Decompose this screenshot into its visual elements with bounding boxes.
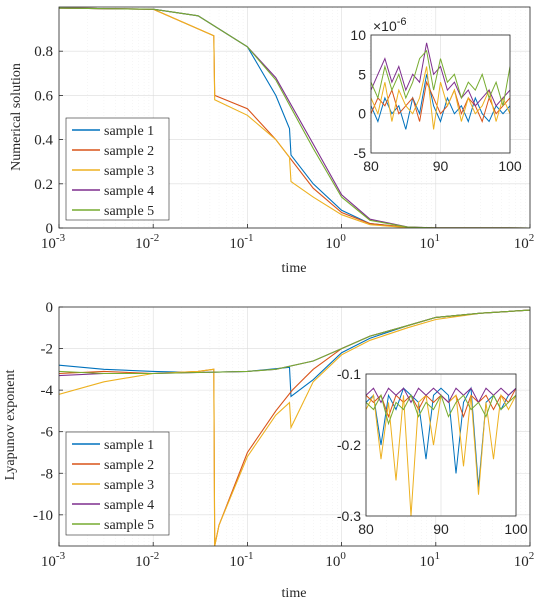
inset-y-multiplier: ×10-6 xyxy=(373,16,407,34)
inset-series-line-1 xyxy=(366,386,516,488)
x-tick-label: 100 xyxy=(325,232,346,252)
lyapunov-exponent-y-label: Lyapunov exponent xyxy=(3,369,18,480)
inset-series-line-2 xyxy=(371,80,510,123)
inset-y-tick-label: -5 xyxy=(354,145,367,161)
inset-y-tick-label: -0.1 xyxy=(337,366,361,382)
y-tick-label: -2 xyxy=(41,342,54,358)
legend-label-2: sample 2 xyxy=(104,144,154,159)
y-tick-label: -6 xyxy=(41,425,54,441)
numerical-solution-y-label: Numerical solution xyxy=(9,63,24,171)
numerical-solution-x-label: time xyxy=(282,261,307,276)
inset-y-tick-label: 10 xyxy=(350,27,366,43)
lyapunov-exponent-ticks: 10-3 10-2 10-1 100 101 102 0 -2 -4 -6 -8 -10 xyxy=(33,300,534,570)
series-line-5 xyxy=(59,309,530,375)
inset-series-line-5 xyxy=(371,49,510,106)
inset-x-tick-label: 80 xyxy=(358,521,374,537)
x-tick-label: 101 xyxy=(420,550,441,570)
legend-label-2: sample 2 xyxy=(104,458,154,473)
numerical-solution-axes-box xyxy=(58,6,531,229)
x-tick-label: 10-1 xyxy=(229,550,253,570)
series-line-5 xyxy=(59,7,530,228)
lyapunov-exponent-panel: 10-3 10-2 10-1 100 101 102 0 -2 -4 -6 -8 -10 time L… xyxy=(3,300,534,601)
x-tick-label: 10-2 xyxy=(135,550,159,570)
numerical-solution-series xyxy=(59,7,530,228)
inset-series-line-5 xyxy=(366,393,516,426)
legend-label-3: sample 3 xyxy=(104,478,154,493)
inset-x-tick-label: 100 xyxy=(498,158,522,174)
x-tick-label: 10-2 xyxy=(135,232,159,252)
lyapunov-exponent-axes-box xyxy=(58,306,531,547)
y-tick-label: 0.2 xyxy=(34,177,53,193)
legend-label-1: sample 1 xyxy=(104,124,154,139)
inset-axes-box xyxy=(370,34,511,154)
x-tick-label: 10-1 xyxy=(229,232,253,252)
lyapunov-exponent-legend: sample 1 sample 2 sample 3 sample 4 sample 5 xyxy=(65,431,170,536)
y-tick-label: 0 xyxy=(46,300,54,316)
lyapunov-exponent-series xyxy=(59,309,530,546)
legend-label-1: sample 1 xyxy=(104,438,154,453)
x-tick-label: 102 xyxy=(514,550,535,570)
series-line-4 xyxy=(59,309,530,377)
numerical-solution-legend: sample 1 sample 2 sample 3 sample 4 sample 5 xyxy=(65,117,170,221)
inset-series-line-4 xyxy=(371,42,510,107)
inset-x-tick-label: 80 xyxy=(363,158,379,174)
y-tick-label: -4 xyxy=(41,383,54,399)
inset-y-tick-label: -0.2 xyxy=(337,437,361,453)
series-line-3 xyxy=(59,309,530,546)
legend-label-4: sample 4 xyxy=(104,498,154,513)
x-tick-label: 101 xyxy=(420,232,441,252)
inset-x-tick-label: 90 xyxy=(433,158,449,174)
numerical-solution-inset: 80 90 100 -5 0 5 10 ×10-6 xyxy=(350,16,521,174)
inset-y-tick-label: 0 xyxy=(358,106,366,122)
inset-y-tick-label: -0.3 xyxy=(337,508,361,524)
y-tick-label: 0.4 xyxy=(34,133,53,149)
x-tick-label: 100 xyxy=(325,550,346,570)
y-tick-label: 0.6 xyxy=(34,88,53,104)
inset-x-tick-label: 90 xyxy=(433,521,449,537)
legend-label-5: sample 5 xyxy=(104,204,154,219)
legend-box xyxy=(65,117,170,221)
legend-label-5: sample 5 xyxy=(104,518,154,533)
y-tick-label: 0.8 xyxy=(34,44,53,60)
inset-x-tick-label: 100 xyxy=(504,521,528,537)
legend-label-4: sample 4 xyxy=(104,184,154,199)
series-line-3 xyxy=(59,7,530,228)
y-tick-label: -8 xyxy=(41,466,54,482)
x-tick-label: 102 xyxy=(514,232,535,252)
inset-axes-box xyxy=(365,373,517,517)
y-tick-label: 0 xyxy=(46,221,54,237)
inset-series-line-3 xyxy=(371,66,510,130)
y-tick-label: -10 xyxy=(33,508,53,524)
inset-y-tick-label: 5 xyxy=(358,66,366,82)
legend-label-3: sample 3 xyxy=(104,164,154,179)
lyapunov-exponent-x-label: time xyxy=(282,586,307,601)
lyapunov-exponent-inset: 80 90 100 -0.1 -0.2 -0.3 xyxy=(337,366,528,537)
x-tick-label: 10-3 xyxy=(41,550,66,570)
